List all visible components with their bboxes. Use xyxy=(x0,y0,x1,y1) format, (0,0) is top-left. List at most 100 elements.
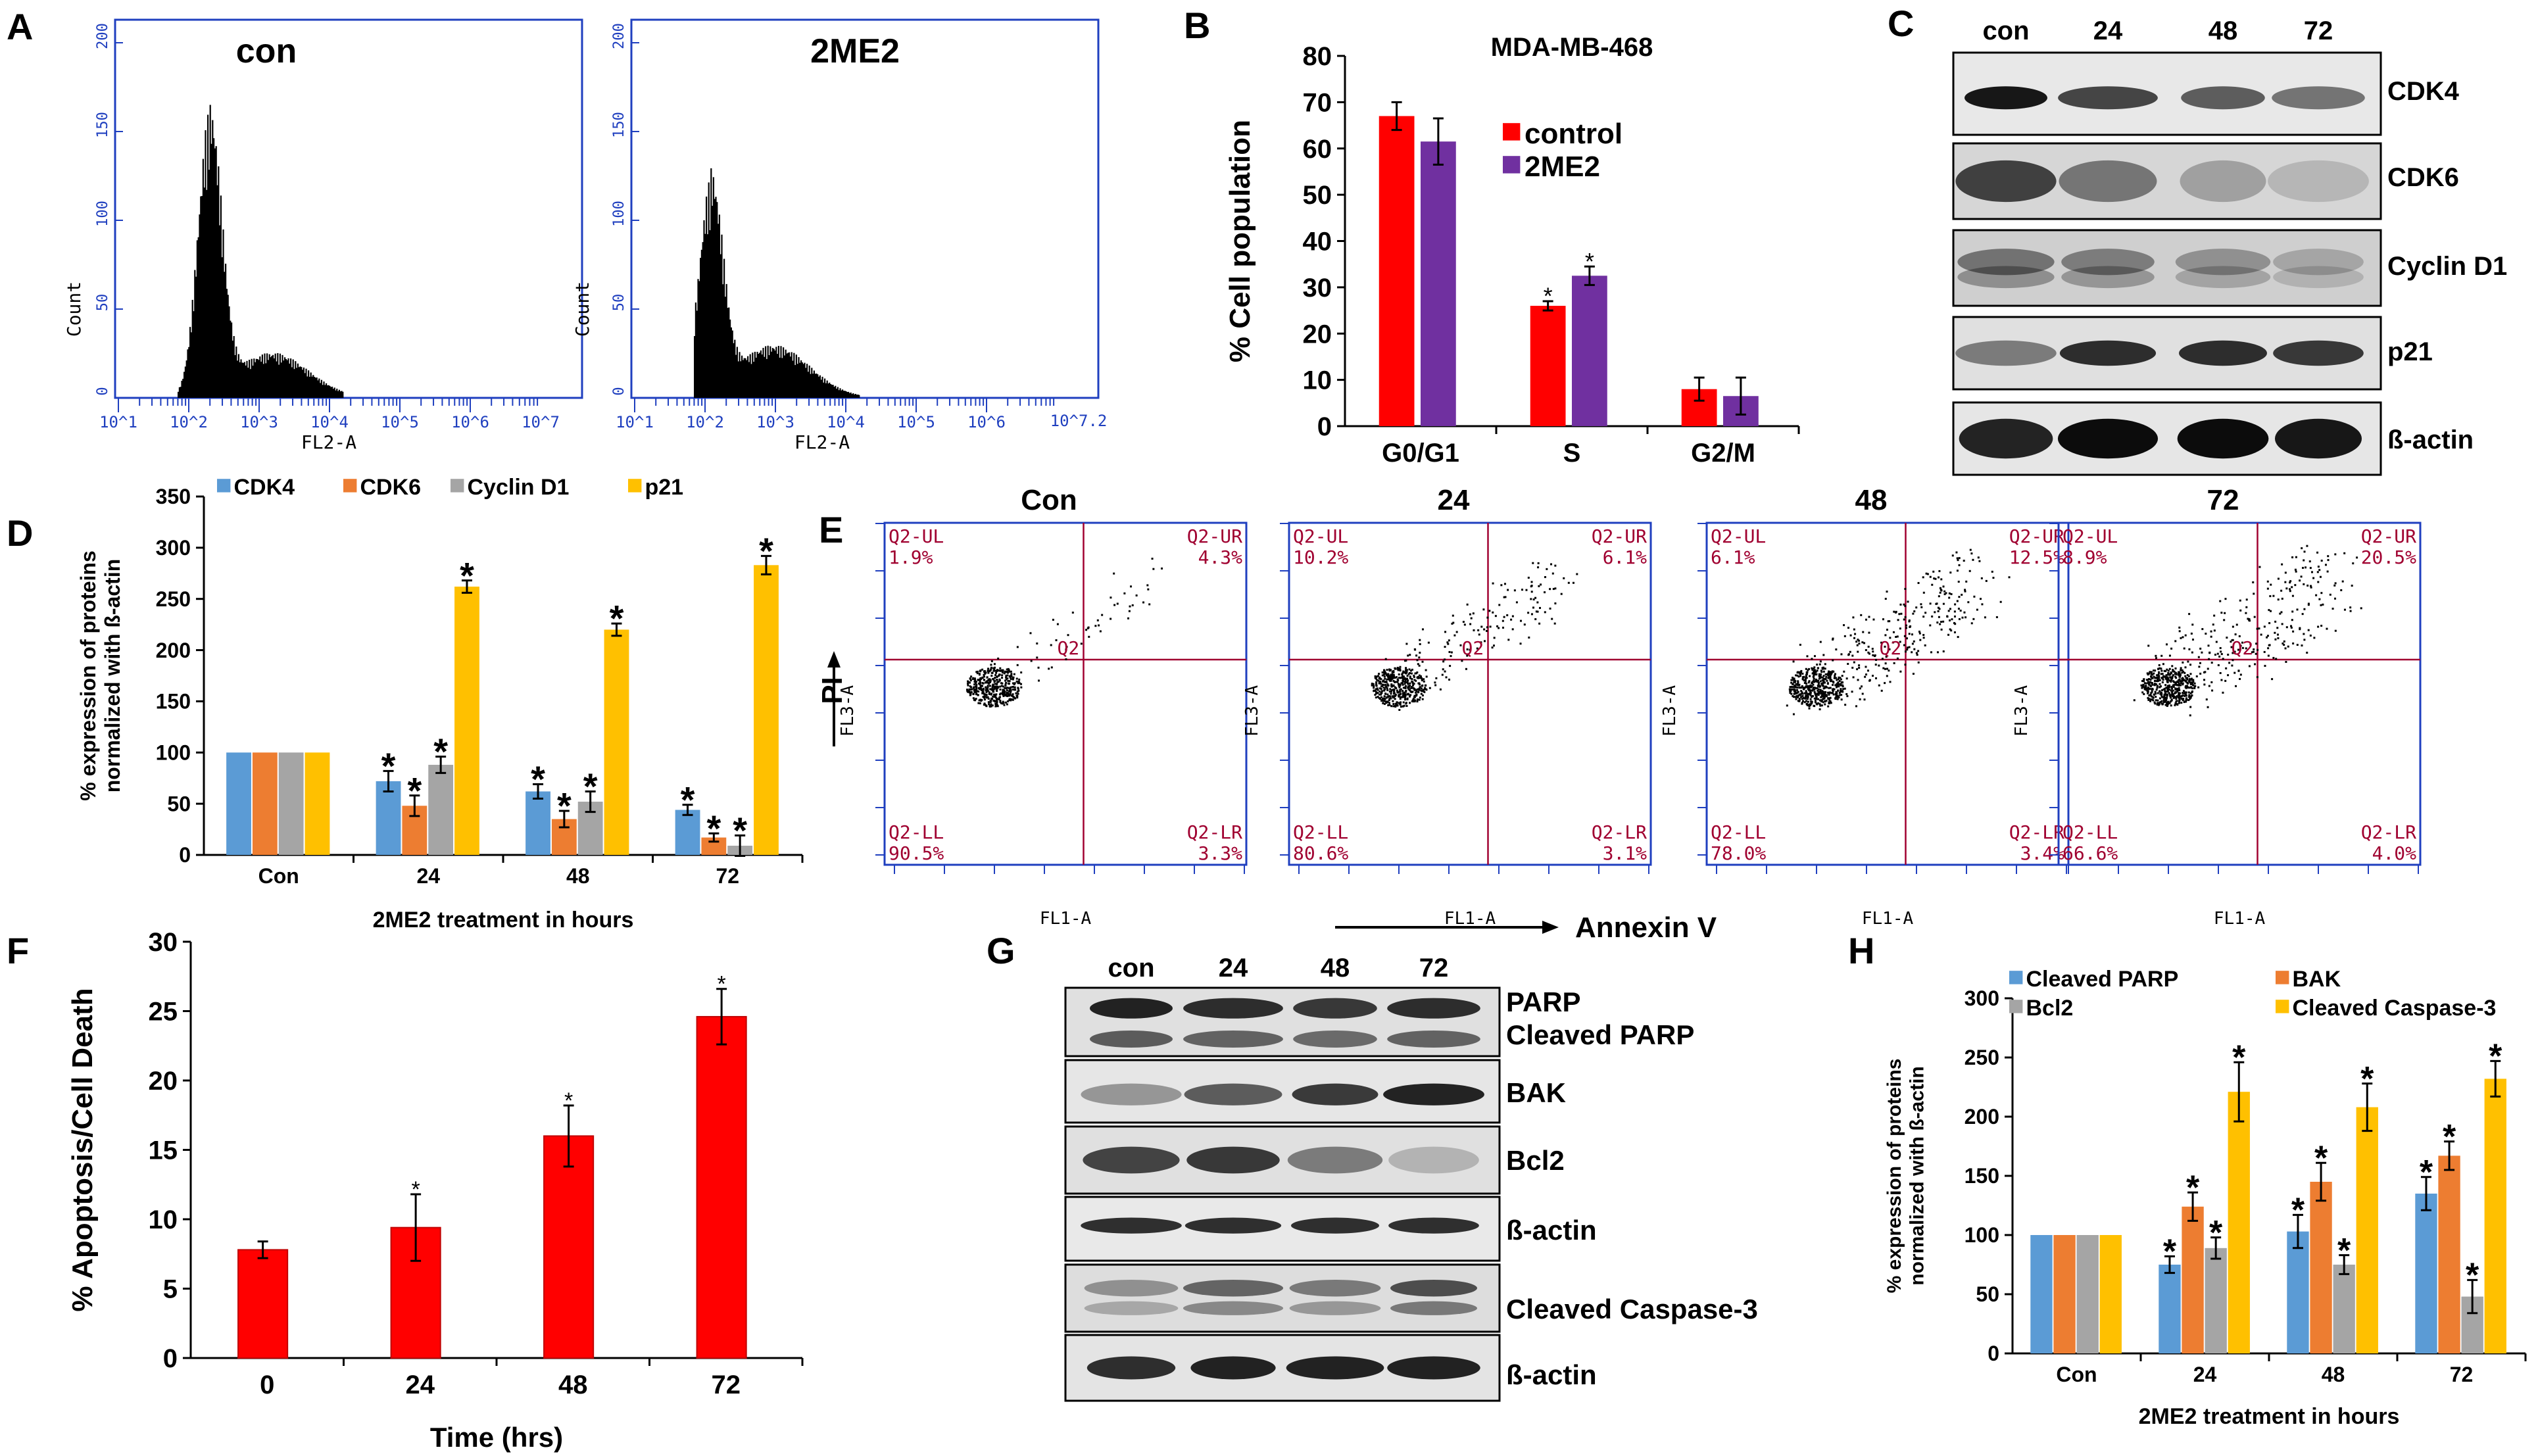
histogram-bin xyxy=(807,372,809,398)
flow-event xyxy=(2178,626,2181,629)
flow-event xyxy=(2274,620,2277,623)
flow-event xyxy=(1809,694,1812,696)
flow-event xyxy=(2268,622,2271,625)
flow-event xyxy=(1405,681,1408,683)
flow-event xyxy=(1410,669,1413,672)
flow-event xyxy=(2255,643,2258,645)
blot-band-secondary xyxy=(1390,1301,1478,1315)
flow-event xyxy=(2162,675,2165,677)
flow-plot-frame xyxy=(883,522,1248,866)
histogram-bin xyxy=(320,379,322,398)
flow-event xyxy=(1905,624,1907,627)
bar-cdk4-con xyxy=(226,752,251,855)
flow-event xyxy=(1563,577,1565,579)
bar-cyclin-d1-24 xyxy=(428,764,454,855)
flow-event xyxy=(1551,572,1554,575)
flow-event xyxy=(1931,583,1934,586)
flow-event xyxy=(1838,676,1840,679)
flow-event xyxy=(1147,588,1150,591)
flow-event xyxy=(994,680,996,683)
flow-event xyxy=(1380,699,1383,702)
flow-event xyxy=(1478,633,1480,636)
flow-event xyxy=(2331,608,2334,610)
flow-event xyxy=(1805,685,1808,687)
flow-event xyxy=(1403,683,1406,685)
blot-band-label: Cleaved PARP xyxy=(1506,1019,1694,1050)
panel-letter-G: G xyxy=(987,930,1015,971)
flow-event xyxy=(1942,650,1945,653)
flow-event xyxy=(2360,607,2362,610)
flow-event xyxy=(2153,680,2156,683)
flow-event xyxy=(979,680,981,683)
flow-event xyxy=(2147,698,2150,701)
flow-event xyxy=(1386,689,1389,691)
histogram-bin xyxy=(190,332,192,398)
flow-event xyxy=(986,676,988,679)
flow-event xyxy=(2174,704,2176,706)
flow-event xyxy=(1940,621,1943,623)
flow-event xyxy=(1904,650,1907,653)
flow-event xyxy=(2299,579,2301,582)
histogram-con-ylabel: Count xyxy=(63,281,85,337)
flow-event xyxy=(1958,618,1961,620)
flow-event xyxy=(1010,678,1012,681)
flow-event xyxy=(1830,673,1832,676)
flow-event xyxy=(1375,676,1377,679)
flow-event xyxy=(2316,551,2319,554)
histogram-bin xyxy=(326,385,328,398)
flow-event xyxy=(1811,658,1813,660)
flow-event xyxy=(1130,585,1133,588)
flow-event xyxy=(2172,674,2174,677)
flow-event xyxy=(1795,692,1797,695)
flow-event xyxy=(1527,612,1530,614)
histogram-bin xyxy=(718,214,720,398)
flow-event xyxy=(1421,694,1424,697)
bar-cleaved-parp-con xyxy=(2030,1235,2053,1353)
flow-event xyxy=(987,701,990,704)
histogram-bin xyxy=(312,375,314,398)
flow-event xyxy=(2157,692,2159,694)
flow-event xyxy=(1918,632,1921,635)
flow-event xyxy=(988,703,990,706)
flow-event xyxy=(1867,651,1870,654)
flow-event xyxy=(1949,628,1951,631)
flow-event xyxy=(983,670,985,673)
flow-event xyxy=(1812,675,1815,678)
significance-marker: * xyxy=(381,745,396,787)
histogram-bin xyxy=(760,350,762,398)
flow-event xyxy=(1421,684,1424,687)
histogram-bin xyxy=(700,249,702,398)
quadrant-lr-value: 4.0% xyxy=(2372,842,2417,864)
flow-event xyxy=(1868,679,1871,682)
flow-event xyxy=(1446,641,1449,644)
flow-event xyxy=(1407,673,1410,675)
flow-event xyxy=(1871,648,1874,650)
flow-event xyxy=(2310,586,2312,589)
flow-event xyxy=(1818,692,1820,694)
significance-marker: * xyxy=(2420,1153,2433,1192)
histogram-bin xyxy=(771,348,773,398)
flow-event xyxy=(2178,696,2180,699)
flow-plot-3: 72Q2-UL8.9%Q2-UR20.5%Q2-LL66.6%Q2-LR4.0%… xyxy=(2012,484,2422,929)
flow-event xyxy=(2174,675,2177,678)
quadrant-center-name: Q2 xyxy=(1058,637,1080,659)
histogram-bin xyxy=(336,388,338,398)
flow-event xyxy=(1801,685,1803,687)
flow-event xyxy=(1375,696,1377,699)
flow-event xyxy=(1930,651,1933,654)
flow-event xyxy=(2160,654,2163,657)
flow-event xyxy=(1382,697,1385,700)
flow-event xyxy=(1822,654,1825,656)
flow-event xyxy=(2238,635,2241,637)
legend-swatch xyxy=(343,479,357,493)
flow-event xyxy=(2167,669,2170,672)
flow-event xyxy=(1814,692,1817,695)
histogram-con-label: con xyxy=(236,32,297,70)
flow-event xyxy=(1477,629,1480,631)
flow-event xyxy=(2161,681,2164,684)
flow-event xyxy=(1821,676,1824,679)
significance-marker: * xyxy=(412,1177,420,1202)
flow-event xyxy=(1419,675,1422,677)
flow-event xyxy=(1841,675,1843,677)
